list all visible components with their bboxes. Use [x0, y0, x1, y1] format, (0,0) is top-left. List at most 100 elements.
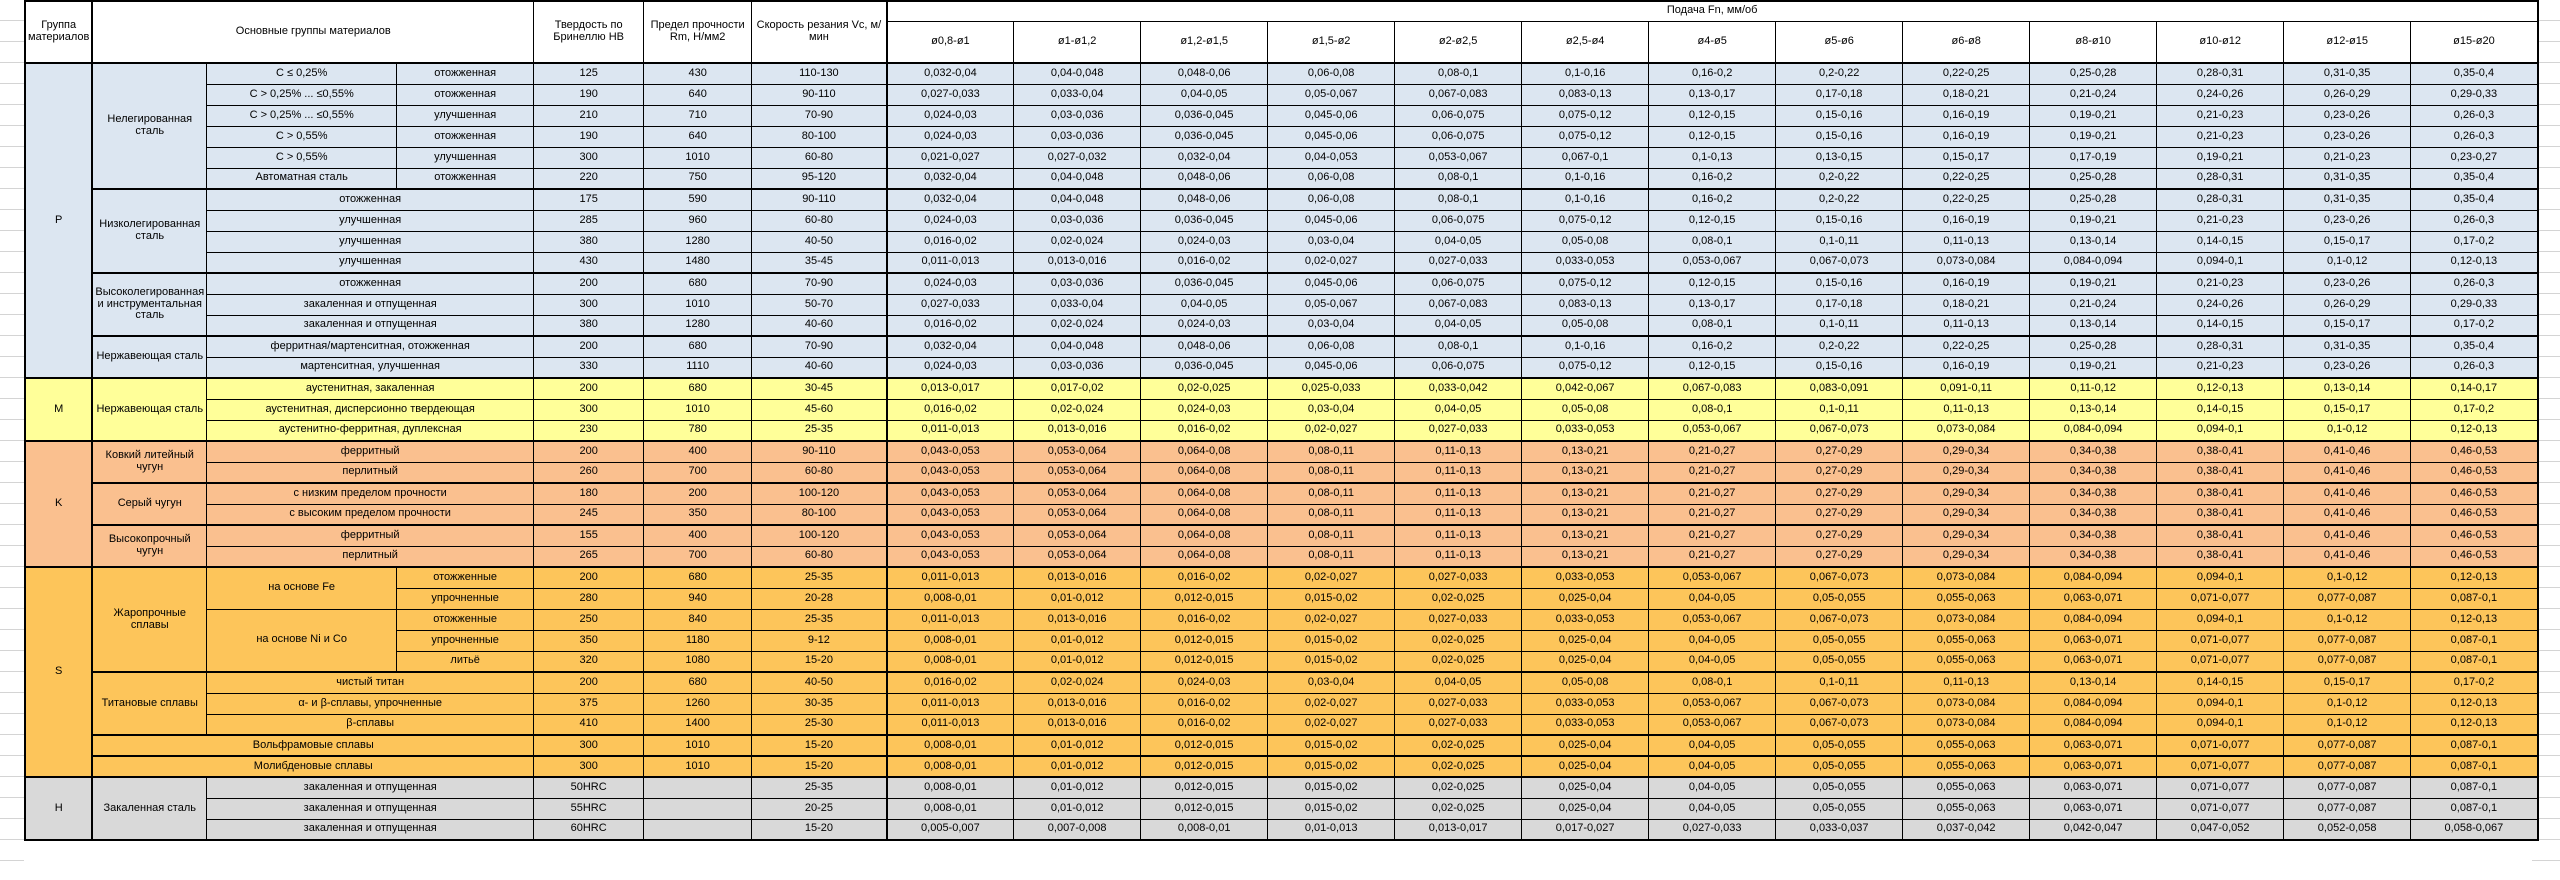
- feed-value-cell[interactable]: 0,15-0,17: [2283, 398, 2412, 421]
- feed-value-cell[interactable]: 0,46-0,53: [2410, 503, 2539, 526]
- material-desc-cell[interactable]: чистый титан: [206, 671, 535, 694]
- feed-value-cell[interactable]: 0,087-0,1: [2410, 776, 2539, 799]
- feed-value-cell[interactable]: 0,043-0,053: [886, 482, 1015, 505]
- feed-value-cell[interactable]: 0,045-0,06: [1267, 125, 1396, 148]
- feed-value-cell[interactable]: 0,13-0,21: [1521, 524, 1650, 547]
- feed-value-cell[interactable]: 0,11-0,13: [1902, 314, 2031, 337]
- family-name-cell[interactable]: Высоколегированная и инструментальная ст…: [91, 272, 208, 337]
- feed-value-cell[interactable]: 0,1-0,16: [1521, 335, 1650, 358]
- feed-value-cell[interactable]: 0,23-0,26: [2283, 356, 2412, 379]
- feed-value-cell[interactable]: 0,036-0,045: [1140, 104, 1269, 127]
- feed-value-cell[interactable]: 0,067-0,073: [1775, 566, 1904, 589]
- feed-value-cell[interactable]: 0,024-0,03: [1140, 671, 1269, 694]
- feed-value-cell[interactable]: 0,027-0,033: [886, 293, 1015, 316]
- feed-value-cell[interactable]: 0,27-0,29: [1775, 524, 1904, 547]
- feed-value-cell[interactable]: 0,21-0,27: [1648, 503, 1777, 526]
- feed-value-cell[interactable]: 0,35-0,4: [2410, 62, 2539, 85]
- strength-cell[interactable]: 750: [643, 167, 753, 190]
- feed-value-cell[interactable]: 0,02-0,027: [1267, 713, 1396, 736]
- feed-value-cell[interactable]: 0,12-0,15: [1648, 209, 1777, 232]
- strength-cell[interactable]: 1180: [643, 629, 753, 652]
- feed-value-cell[interactable]: 0,13-0,21: [1521, 503, 1650, 526]
- feed-value-cell[interactable]: 0,03-0,036: [1013, 356, 1142, 379]
- feed-value-cell[interactable]: 0,01-0,012: [1013, 755, 1142, 778]
- feed-value-cell[interactable]: 0,043-0,053: [886, 503, 1015, 526]
- feed-value-cell[interactable]: 0,033-0,053: [1521, 419, 1650, 442]
- feed-value-cell[interactable]: 0,053-0,064: [1013, 545, 1142, 568]
- cutting-speed-cell[interactable]: 40-60: [751, 356, 888, 379]
- feed-value-cell[interactable]: 0,084-0,094: [2029, 419, 2158, 442]
- strength-cell[interactable]: 680: [643, 566, 753, 589]
- cutting-speed-cell[interactable]: 45-60: [751, 398, 888, 421]
- feed-value-cell[interactable]: 0,28-0,31: [2156, 167, 2285, 190]
- feed-value-cell[interactable]: 0,05-0,08: [1521, 398, 1650, 421]
- feed-value-cell[interactable]: 0,19-0,21: [2029, 104, 2158, 127]
- feed-value-cell[interactable]: 0,21-0,27: [1648, 461, 1777, 484]
- material-subgroup-cell[interactable]: C > 0,55%: [206, 125, 398, 148]
- feed-value-cell[interactable]: 0,087-0,1: [2410, 734, 2539, 757]
- feed-value-cell[interactable]: 0,053-0,064: [1013, 440, 1142, 463]
- strength-cell[interactable]: 680: [643, 335, 753, 358]
- feed-value-cell[interactable]: 0,055-0,063: [1902, 797, 2031, 820]
- feed-value-cell[interactable]: 0,027-0,033: [1394, 692, 1523, 715]
- feed-value-cell[interactable]: 0,08-0,1: [1394, 188, 1523, 211]
- feed-value-cell[interactable]: 0,18-0,21: [1902, 83, 2031, 106]
- feed-value-cell[interactable]: 0,053-0,067: [1648, 713, 1777, 736]
- feed-value-cell[interactable]: 0,13-0,14: [2029, 314, 2158, 337]
- feed-value-cell[interactable]: 0,012-0,015: [1140, 587, 1269, 610]
- feed-value-cell[interactable]: 0,016-0,02: [1140, 692, 1269, 715]
- feed-value-cell[interactable]: 0,06-0,075: [1394, 125, 1523, 148]
- feed-value-cell[interactable]: 0,077-0,087: [2283, 629, 2412, 652]
- material-desc-cell[interactable]: ферритная/мартенситная, отожженная: [206, 335, 535, 358]
- hardness-cell[interactable]: 300: [533, 755, 645, 778]
- hardness-cell[interactable]: 220: [533, 167, 645, 190]
- group-code-cell-s[interactable]: S: [24, 566, 94, 778]
- material-desc-cell[interactable]: улучшенная: [206, 230, 535, 253]
- feed-value-cell[interactable]: 0,12-0,13: [2156, 377, 2285, 400]
- feed-value-cell[interactable]: 0,016-0,02: [886, 314, 1015, 337]
- feed-value-cell[interactable]: 0,084-0,094: [2029, 251, 2158, 274]
- feed-value-cell[interactable]: 0,22-0,25: [1902, 335, 2031, 358]
- feed-value-cell[interactable]: 0,084-0,094: [2029, 608, 2158, 631]
- feed-value-cell[interactable]: 0,15-0,16: [1775, 209, 1904, 232]
- feed-value-cell[interactable]: 0,08-0,1: [1648, 671, 1777, 694]
- feed-value-cell[interactable]: 0,053-0,067: [1648, 419, 1777, 442]
- feed-value-cell[interactable]: 0,14-0,15: [2156, 314, 2285, 337]
- feed-value-cell[interactable]: 0,03-0,036: [1013, 104, 1142, 127]
- feed-value-cell[interactable]: 0,02-0,027: [1267, 419, 1396, 442]
- feed-value-cell[interactable]: 0,14-0,15: [2156, 230, 2285, 253]
- feed-value-cell[interactable]: 0,067-0,073: [1775, 692, 1904, 715]
- feed-value-cell[interactable]: 0,015-0,02: [1267, 587, 1396, 610]
- group-code-cell-p[interactable]: P: [24, 62, 94, 379]
- material-desc-cell[interactable]: ферритный: [206, 440, 535, 463]
- cutting-speed-cell[interactable]: 40-50: [751, 230, 888, 253]
- feed-value-cell[interactable]: 0,067-0,1: [1521, 146, 1650, 169]
- feed-value-cell[interactable]: 0,007-0,008: [1013, 818, 1142, 841]
- hardness-cell[interactable]: 175: [533, 188, 645, 211]
- feed-value-cell[interactable]: 0,094-0,1: [2156, 713, 2285, 736]
- feed-value-cell[interactable]: 0,008-0,01: [886, 734, 1015, 757]
- feed-value-cell[interactable]: 0,26-0,3: [2410, 125, 2539, 148]
- feed-value-cell[interactable]: 0,067-0,073: [1775, 713, 1904, 736]
- feed-value-cell[interactable]: 0,21-0,23: [2156, 104, 2285, 127]
- strength-cell[interactable]: 940: [643, 587, 753, 610]
- feed-value-cell[interactable]: 0,055-0,063: [1902, 755, 2031, 778]
- hardness-cell[interactable]: 245: [533, 503, 645, 526]
- cutting-speed-cell[interactable]: 90-110: [751, 440, 888, 463]
- cutting-speed-cell[interactable]: 20-25: [751, 797, 888, 820]
- hardness-cell[interactable]: 320: [533, 650, 645, 673]
- feed-value-cell[interactable]: 0,12-0,15: [1648, 125, 1777, 148]
- material-desc-cell[interactable]: закаленная и отпущенная: [206, 797, 535, 820]
- strength-cell[interactable]: 1110: [643, 356, 753, 379]
- feed-value-cell[interactable]: 0,24-0,26: [2156, 83, 2285, 106]
- feed-value-cell[interactable]: 0,033-0,04: [1013, 83, 1142, 106]
- feed-value-cell[interactable]: 0,071-0,077: [2156, 797, 2285, 820]
- feed-value-cell[interactable]: 0,14-0,15: [2156, 398, 2285, 421]
- feed-value-cell[interactable]: 0,16-0,2: [1648, 167, 1777, 190]
- feed-value-cell[interactable]: 0,46-0,53: [2410, 440, 2539, 463]
- strength-cell[interactable]: 350: [643, 503, 753, 526]
- feed-value-cell[interactable]: 0,31-0,35: [2283, 62, 2412, 85]
- hardness-cell[interactable]: 300: [533, 146, 645, 169]
- feed-value-cell[interactable]: 0,12-0,15: [1648, 356, 1777, 379]
- feed-value-cell[interactable]: 0,024-0,03: [1140, 398, 1269, 421]
